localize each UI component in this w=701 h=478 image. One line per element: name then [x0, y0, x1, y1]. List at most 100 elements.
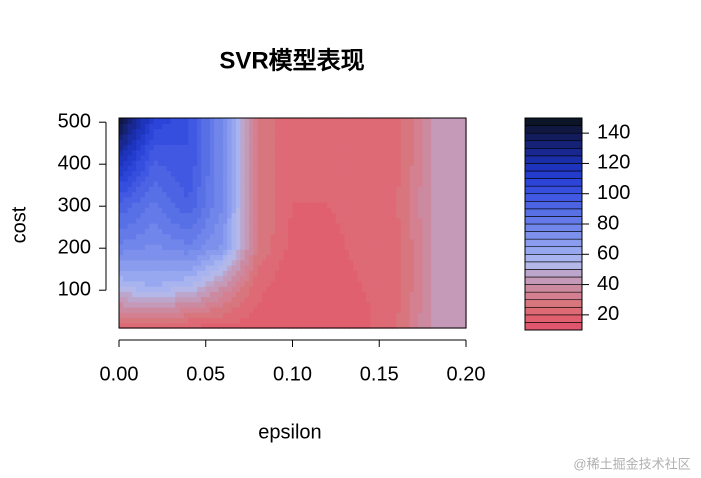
- contour-cell: [244, 275, 250, 282]
- contour-cell: [439, 196, 445, 203]
- contour-cell: [331, 175, 337, 182]
- contour-cell: [457, 222, 463, 229]
- contour-cell: [261, 138, 268, 145]
- contour-cell: [361, 186, 367, 193]
- contour-cell: [170, 249, 177, 256]
- contour-cell: [201, 201, 207, 208]
- contour-cell: [201, 259, 207, 266]
- contour-cell: [418, 254, 424, 261]
- contour-cell: [231, 280, 237, 287]
- contour-cell: [409, 165, 415, 172]
- contour-cell: [344, 270, 350, 277]
- contour-cell: [196, 144, 203, 151]
- contour-cell: [448, 170, 454, 177]
- contour-cell: [149, 144, 155, 151]
- contour-cell: [253, 207, 259, 214]
- contour-cell: [318, 312, 324, 319]
- contour-cell: [196, 133, 203, 140]
- contour-cell: [418, 212, 424, 219]
- contour-cell: [149, 165, 155, 172]
- contour-cell: [301, 217, 307, 224]
- contour-cell: [322, 301, 328, 308]
- contour-cell: [448, 128, 454, 135]
- contour-cell: [353, 312, 359, 319]
- contour-cell: [435, 243, 441, 250]
- contour-cell: [201, 301, 207, 308]
- contour-cell: [309, 285, 315, 292]
- contour-cell: [257, 128, 263, 135]
- contour-cell: [118, 186, 124, 193]
- contour-cell: [292, 212, 298, 219]
- contour-cell: [396, 154, 402, 161]
- contour-cell: [218, 217, 224, 224]
- contour-cell: [127, 280, 133, 287]
- contour-cell: [439, 296, 445, 303]
- contour-cell: [157, 170, 164, 177]
- contour-cell: [123, 212, 129, 219]
- contour-cell: [444, 159, 450, 166]
- contour-cell: [448, 238, 454, 245]
- contour-cell: [218, 238, 224, 245]
- contour-cell: [209, 133, 216, 140]
- contour-cell: [266, 117, 272, 124]
- contour-cell: [340, 228, 346, 235]
- legend-band: [524, 155, 583, 164]
- contour-cell: [131, 222, 137, 229]
- contour-cell: [318, 301, 324, 308]
- contour-cell: [413, 259, 419, 266]
- contour-cell: [253, 270, 259, 277]
- contour-cell: [370, 123, 376, 130]
- contour-cell: [366, 270, 372, 277]
- contour-cell: [348, 201, 354, 208]
- contour-cell: [166, 317, 172, 324]
- contour-cell: [266, 264, 272, 271]
- contour-cell: [409, 285, 415, 292]
- contour-cell: [361, 312, 367, 319]
- contour-cell: [322, 144, 328, 151]
- contour-cell: [301, 296, 307, 303]
- contour-cell: [344, 133, 350, 140]
- contour-cell: [231, 275, 237, 282]
- contour-cell: [157, 201, 164, 208]
- contour-cell: [409, 186, 415, 193]
- contour-cell: [340, 159, 346, 166]
- contour-cell: [435, 191, 441, 198]
- contour-cell: [118, 207, 124, 214]
- contour-cell: [209, 138, 216, 145]
- y-tick-label: 500: [58, 110, 91, 132]
- contour-cell: [131, 291, 137, 298]
- contour-cell: [162, 201, 168, 208]
- contour-cell: [374, 165, 380, 172]
- contour-cell: [136, 285, 142, 292]
- contour-cell: [288, 306, 294, 313]
- contour-cell: [179, 280, 185, 287]
- contour-cell: [335, 212, 341, 219]
- contour-cell: [253, 175, 259, 182]
- contour-cell: [405, 165, 411, 172]
- contour-cell: [127, 170, 133, 177]
- contour-cell: [123, 165, 129, 172]
- contour-cell: [396, 165, 402, 172]
- contour-cell: [457, 280, 463, 287]
- contour-cell: [162, 306, 168, 313]
- contour-cell: [426, 165, 432, 172]
- contour-cell: [327, 117, 333, 124]
- contour-cell: [140, 275, 146, 282]
- contour-cell: [144, 306, 151, 313]
- contour-cell: [175, 191, 181, 198]
- contour-cell: [383, 291, 389, 298]
- contour-cell: [396, 249, 402, 256]
- contour-cell: [431, 154, 437, 161]
- contour-cell: [244, 201, 250, 208]
- contour-cell: [218, 270, 224, 277]
- contour-cell: [366, 133, 372, 140]
- contour-cell: [257, 138, 263, 145]
- contour-cell: [188, 296, 194, 303]
- contour-cell: [379, 296, 385, 303]
- contour-cell: [353, 233, 359, 240]
- contour-cell: [431, 144, 437, 151]
- contour-cell: [140, 296, 146, 303]
- contour-cell: [331, 291, 337, 298]
- contour-cell: [357, 175, 363, 182]
- contour-cell: [288, 317, 294, 324]
